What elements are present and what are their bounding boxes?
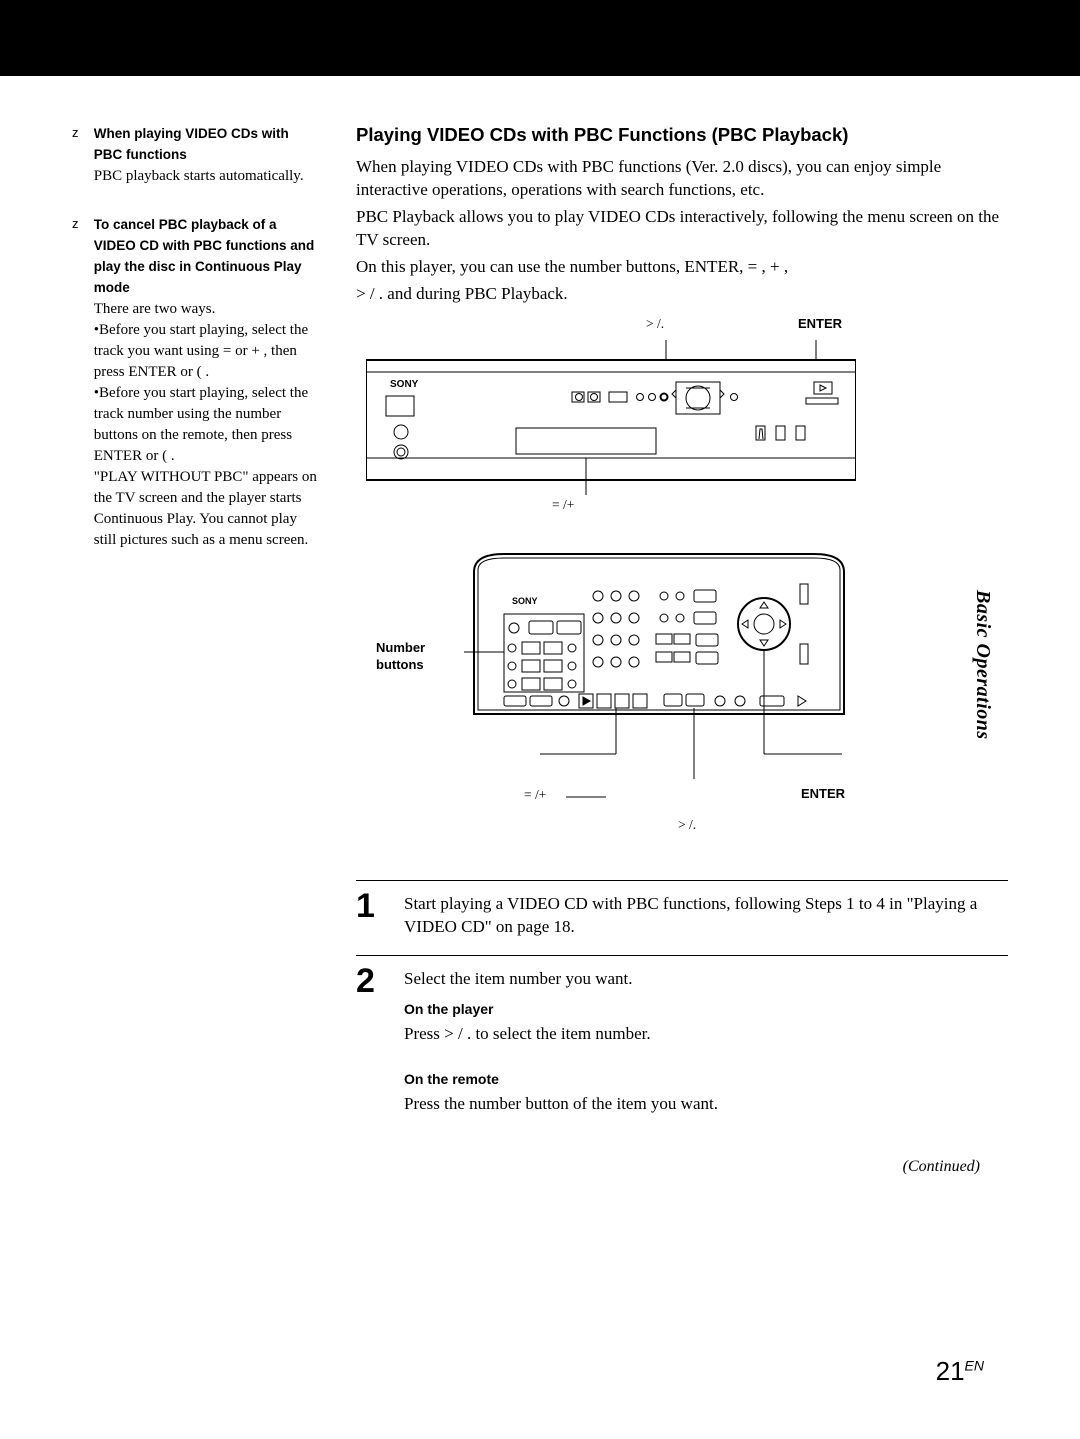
step-number: 2: [356, 964, 404, 1117]
svg-text:SONY: SONY: [512, 596, 538, 606]
svg-text:SONY: SONY: [390, 379, 419, 390]
label-next-prev-bottom: > /.: [678, 817, 696, 833]
label-enter-top: ENTER: [798, 316, 842, 331]
continued-label: (Continued): [356, 1158, 1008, 1176]
step-sub-label: On the remote: [404, 1070, 1008, 1089]
note-text: "PLAY WITHOUT PBC" appears on the TV scr…: [94, 469, 317, 548]
paragraph: PBC Playback allows you to play VIDEO CD…: [356, 206, 1008, 252]
label-prev-next-bottom: = /+: [524, 787, 546, 803]
label-enter-bottom: ENTER: [801, 786, 845, 801]
side-note-1: z When playing VIDEO CDs with PBC functi…: [72, 124, 326, 187]
leader-line: [566, 792, 606, 802]
diagram-area: > /. ENTER SONY: [356, 312, 876, 872]
note-text: •Before you start playing, select the tr…: [94, 385, 308, 464]
sidebar: z When playing VIDEO CDs with PBC functi…: [72, 124, 344, 1176]
step-sub-text: Press the number button of the item you …: [404, 1093, 1008, 1116]
note-heading: To cancel PBC playback of a VIDEO CD wit…: [94, 217, 315, 295]
note-heading: When playing VIDEO CDs with PBC function…: [94, 126, 289, 162]
page-content: z When playing VIDEO CDs with PBC functi…: [0, 76, 1080, 1176]
step-row: 2 Select the item number you want. On th…: [356, 955, 1008, 1133]
section-heading: Playing VIDEO CDs with PBC Functions (PB…: [356, 124, 1008, 146]
paragraph: > / . and during PBC Playback.: [356, 283, 1008, 306]
label-number-buttons: Numberbuttons: [376, 640, 425, 674]
paragraph: On this player, you can use the number b…: [356, 256, 1008, 279]
label-prev-next-mid: = /+: [552, 497, 574, 513]
note-text: •Before you start playing, select the tr…: [94, 322, 308, 380]
note-text: PBC playback starts automatically.: [94, 168, 304, 184]
step-row: 1 Start playing a VIDEO CD with PBC func…: [356, 880, 1008, 955]
page-number: 21EN: [936, 1356, 984, 1387]
label-next-prev-top: > /.: [646, 316, 664, 332]
step-text: Select the item number you want.: [404, 969, 633, 988]
step-sub-text: Press > / . to select the item number.: [404, 1023, 1008, 1046]
step-text: Start playing a VIDEO CD with PBC functi…: [404, 894, 977, 936]
steps: 1 Start playing a VIDEO CD with PBC func…: [356, 880, 1008, 1132]
main-column: Playing VIDEO CDs with PBC Functions (PB…: [344, 124, 1008, 1176]
top-black-bar: [0, 0, 1080, 76]
step-number: 1: [356, 889, 404, 939]
note-marker: z: [72, 124, 90, 142]
step-sub-label: On the player: [404, 1000, 1008, 1019]
side-tab: Basic Operations: [971, 590, 994, 740]
note-marker: z: [72, 215, 90, 233]
note-text: There are two ways.: [94, 301, 216, 317]
paragraph: When playing VIDEO CDs with PBC function…: [356, 156, 1008, 202]
player-diagram: SONY: [366, 340, 856, 510]
side-note-2: z To cancel PBC playback of a VIDEO CD w…: [72, 215, 326, 551]
